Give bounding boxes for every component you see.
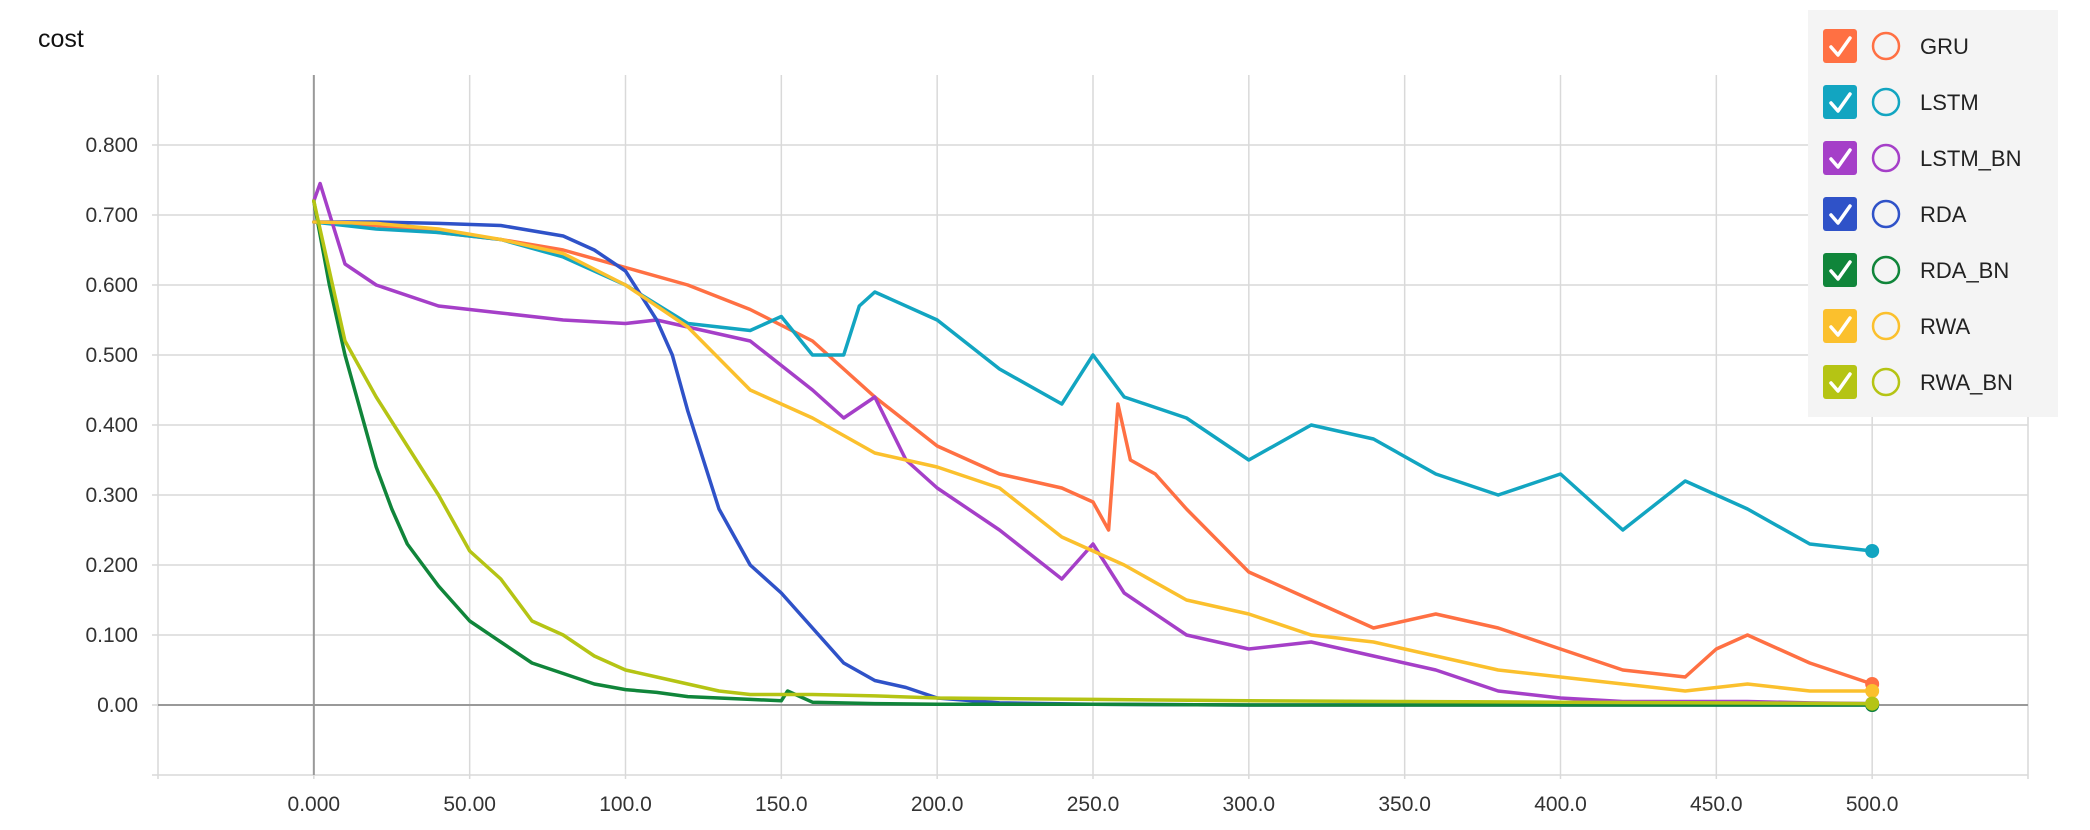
y-tick-label: 0.800 [85, 134, 138, 157]
y-tick-label: 0.00 [97, 694, 138, 717]
legend-checkbox-lstm[interactable] [1823, 85, 1857, 119]
legend-label: RDA_BN [1920, 258, 2009, 283]
legend-checkbox-lstm-bn[interactable] [1823, 141, 1857, 175]
x-tick-label: 100.0 [599, 793, 652, 816]
checkbox-box [1823, 253, 1857, 287]
x-tick-label: 450.0 [1690, 793, 1743, 816]
y-tick-label: 0.300 [85, 484, 138, 507]
x-tick-label: 500.0 [1846, 793, 1899, 816]
series-end-point [1865, 684, 1880, 698]
check-icon [1829, 372, 1852, 393]
series-line-gru [312, 220, 1874, 686]
checkbox-box [1823, 309, 1857, 343]
x-tick-label: 200.0 [911, 793, 964, 816]
legend-label: RWA [1920, 314, 1970, 339]
legend-radio-rwa-bn[interactable] [1871, 367, 1901, 397]
x-tick-label: 350.0 [1378, 793, 1431, 816]
check-icon [1829, 316, 1852, 337]
x-tick-label: 300.0 [1223, 793, 1276, 816]
grid-lines [152, 75, 2029, 779]
series-line-lstm-bn [312, 181, 1874, 706]
series-layer [312, 181, 1880, 712]
check-icon [1829, 148, 1852, 169]
legend-checkbox-gru[interactable] [1823, 29, 1857, 63]
y-tick-label: 0.200 [85, 554, 138, 577]
legend-radio-rda-bn[interactable] [1871, 255, 1901, 285]
legend: GRU LSTM LSTM_BN RDA RDA_BN RWA RWA_BN [1808, 10, 2058, 417]
legend-radio-rda[interactable] [1871, 199, 1901, 229]
x-tick-label: 0.000 [288, 793, 341, 816]
series-line-rda-bn [312, 199, 1874, 707]
legend-label: LSTM [1920, 90, 1979, 115]
legend-checkbox-rda[interactable] [1823, 197, 1857, 231]
check-icon [1829, 204, 1852, 225]
legend-radio-gru[interactable] [1871, 31, 1901, 61]
checkbox-box [1823, 141, 1857, 175]
checkbox-box [1823, 85, 1857, 119]
legend-label: RWA_BN [1920, 370, 2013, 395]
checkbox-box [1823, 29, 1857, 63]
series-end-point [1865, 544, 1880, 558]
legend-checkbox-rwa[interactable] [1823, 309, 1857, 343]
checkbox-box [1823, 197, 1857, 231]
series-end-point [1865, 696, 1880, 711]
check-icon [1829, 36, 1852, 57]
x-tick-label: 250.0 [1067, 793, 1120, 816]
legend-radio-rwa[interactable] [1871, 311, 1901, 341]
legend-label: GRU [1920, 34, 1969, 59]
y-tick-label: 0.500 [85, 344, 138, 367]
y-tick-label: 0.400 [85, 414, 138, 437]
legend-checkbox-rda-bn[interactable] [1823, 253, 1857, 287]
x-tick-label: 400.0 [1534, 793, 1587, 816]
legend-radio-lstm-bn[interactable] [1871, 143, 1901, 173]
y-tick-label: 0.600 [85, 274, 138, 297]
legend-label: LSTM_BN [1920, 146, 2021, 171]
legend-checkbox-rwa-bn[interactable] [1823, 365, 1857, 399]
y-tick-label: 0.700 [85, 204, 138, 227]
series-line-rwa [312, 220, 1874, 693]
check-icon [1829, 92, 1852, 113]
x-tick-label: 150.0 [755, 793, 808, 816]
chart-title: cost [38, 25, 84, 53]
legend-label: RDA [1920, 202, 1967, 227]
x-tick-label: 50.00 [443, 793, 496, 816]
check-icon [1829, 260, 1852, 281]
checkbox-box [1823, 365, 1857, 399]
legend-radio-lstm[interactable] [1871, 87, 1901, 117]
y-tick-label: 0.100 [85, 624, 138, 647]
series-line-rwa-bn [312, 199, 1874, 706]
